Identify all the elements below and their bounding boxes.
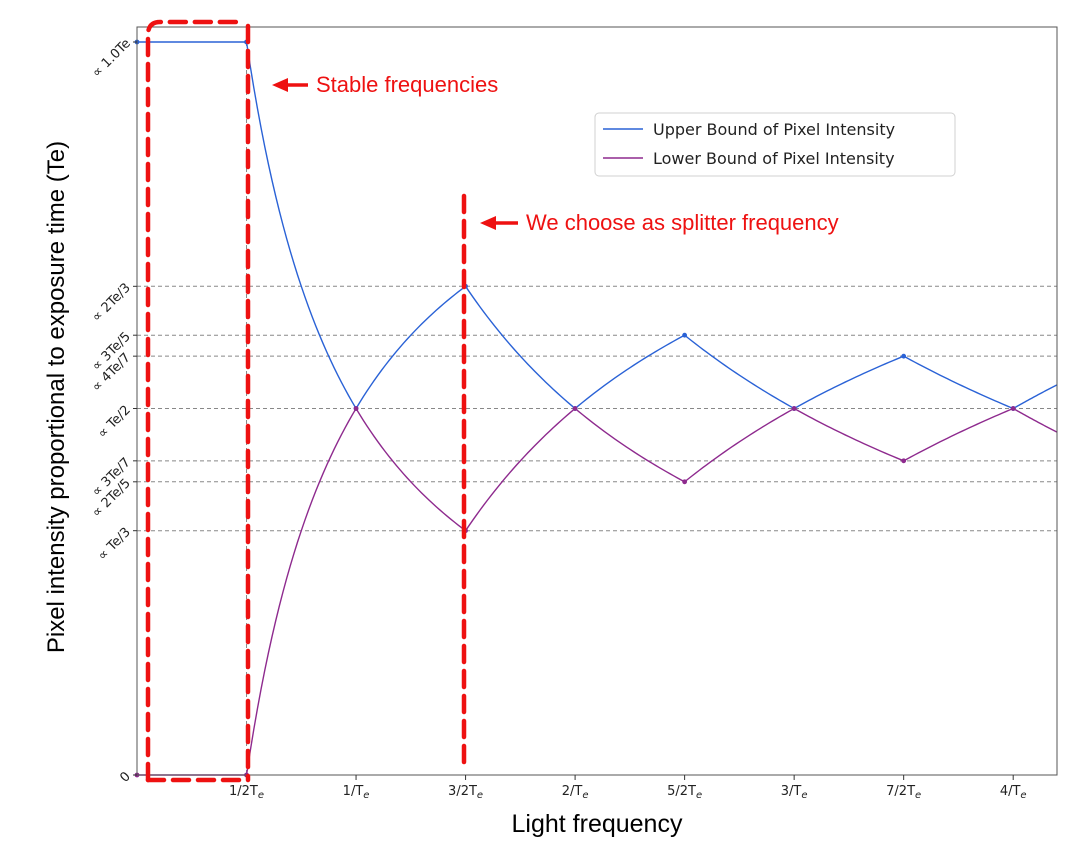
legend-box	[594, 112, 956, 177]
axes	[136, 26, 1058, 776]
x-axis-title: Light frequency	[512, 810, 683, 838]
splitter-arrow-head	[480, 216, 496, 230]
data-point	[901, 458, 907, 464]
stable-arrow-head	[272, 78, 288, 92]
y-axis-title: Pixel intensity proportional to exposure…	[43, 141, 70, 653]
x-tick-label: 5/2Te	[667, 784, 702, 801]
x-tick-label: 3/2Te	[448, 784, 483, 801]
stable-frame-left	[145, 19, 243, 783]
series-line-lower	[137, 407, 1058, 776]
x-tick-label: 7/2Te	[886, 784, 921, 801]
y-tick-label: ∝ Te/2	[95, 403, 134, 442]
data-point	[791, 406, 797, 411]
data-point	[353, 406, 359, 411]
data-point	[682, 479, 688, 485]
x-tick-label: 1/2Te	[229, 784, 264, 801]
legend-label: Upper Bound of Pixel Intensity	[653, 120, 895, 139]
x-tick-label: 4/Te	[1000, 784, 1027, 801]
y-tick-label: ∝ Te/3	[95, 525, 134, 564]
x-tick-label: 2/Te	[562, 784, 589, 801]
annotation-stable: Stable frequencies	[316, 72, 498, 97]
y-tick-label: ∝ 1.0Te	[89, 36, 133, 80]
legend-label: Lower Bound of Pixel Intensity	[653, 149, 895, 168]
x-tick-label: 3/Te	[781, 784, 808, 801]
data-point	[572, 406, 578, 411]
y-tick-label: 0	[117, 769, 133, 785]
data-point	[1010, 406, 1016, 411]
y-tick-label: ∝ 2Te/3	[89, 281, 134, 326]
plot-frame	[136, 26, 1058, 776]
annotations: Stable frequencies We choose as splitter …	[145, 19, 839, 783]
x-tick-label: 1/Te	[343, 784, 370, 801]
data-point	[901, 353, 907, 359]
data-point	[682, 332, 688, 338]
annotation-splitter: We choose as splitter frequency	[526, 210, 839, 235]
legend: Upper Bound of Pixel Intensity Lower Boun…	[594, 112, 956, 177]
